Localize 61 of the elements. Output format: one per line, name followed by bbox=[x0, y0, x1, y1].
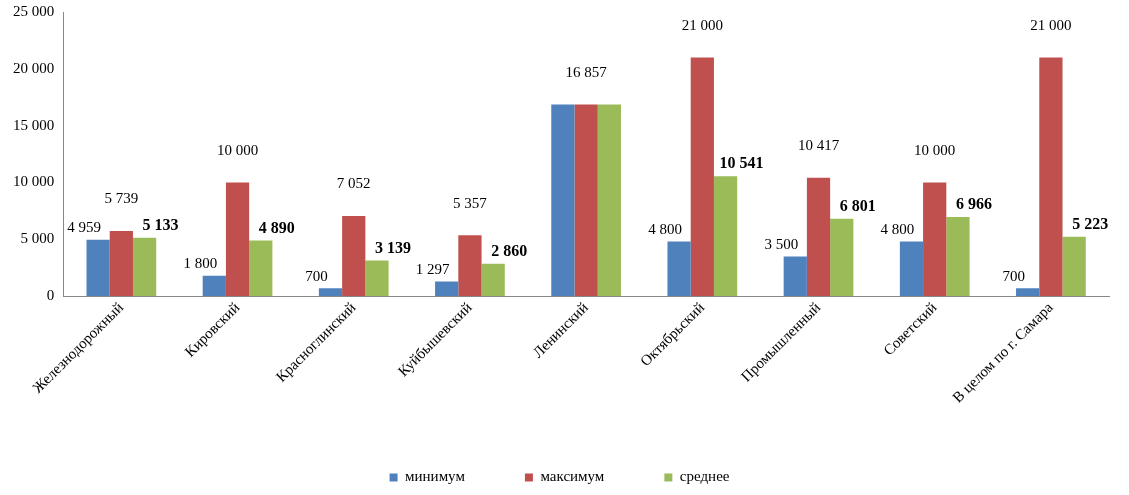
bar bbox=[667, 241, 691, 297]
bar bbox=[923, 182, 947, 297]
data-label: 4 800 bbox=[880, 221, 915, 238]
bar bbox=[806, 177, 831, 297]
data-label: 10 000 bbox=[216, 141, 259, 158]
y-tick-label: 15 000 bbox=[13, 116, 55, 133]
bar bbox=[899, 241, 924, 297]
data-label: 5 739 bbox=[104, 190, 139, 207]
y-tick-label: 0 bbox=[46, 287, 55, 304]
bar bbox=[1016, 288, 1040, 297]
data-label: 5 223 bbox=[1072, 214, 1109, 232]
bar bbox=[830, 218, 854, 297]
bar bbox=[249, 240, 273, 297]
bar bbox=[458, 235, 482, 297]
data-label: 700 bbox=[1002, 267, 1025, 284]
bar bbox=[713, 176, 738, 297]
bar bbox=[202, 275, 226, 297]
bar bbox=[946, 216, 970, 297]
data-label: 3 500 bbox=[764, 235, 799, 252]
data-label: 2 860 bbox=[491, 241, 528, 259]
y-tick-label: 5 000 bbox=[20, 230, 55, 247]
y-tick-label: 20 000 bbox=[13, 59, 55, 76]
bar bbox=[365, 260, 389, 297]
data-label: 4 890 bbox=[258, 218, 295, 236]
bar bbox=[690, 57, 714, 297]
legend-label: максимум bbox=[540, 468, 605, 485]
bar bbox=[551, 104, 575, 297]
data-label: 5 357 bbox=[453, 194, 488, 211]
legend-label: среднее bbox=[679, 468, 730, 485]
data-label: 7 052 bbox=[336, 175, 371, 192]
data-label: 1 800 bbox=[183, 255, 218, 272]
legend-label: минимум bbox=[405, 468, 466, 485]
data-label: 16 857 bbox=[565, 64, 608, 80]
data-label: 6 966 bbox=[955, 195, 992, 213]
data-label: 10 541 bbox=[719, 154, 764, 172]
y-tick-label: 10 000 bbox=[13, 173, 55, 190]
bar bbox=[318, 288, 343, 297]
bar bbox=[783, 256, 807, 297]
data-label: 4 959 bbox=[67, 219, 101, 236]
y-tick-label: 25 000 bbox=[13, 2, 55, 19]
bar bbox=[597, 104, 621, 297]
bar bbox=[435, 281, 459, 297]
bar bbox=[481, 263, 505, 297]
bar bbox=[574, 104, 598, 297]
data-label: 1 297 bbox=[415, 260, 451, 277]
bar bbox=[1039, 57, 1063, 297]
bar bbox=[225, 182, 250, 297]
data-label: 21 000 bbox=[681, 16, 723, 33]
data-label: 700 bbox=[305, 267, 328, 284]
bar bbox=[86, 239, 110, 297]
data-label: 10 000 bbox=[914, 141, 956, 158]
data-label: 10 417 bbox=[797, 137, 840, 154]
data-label: 4 800 bbox=[648, 221, 682, 238]
data-label: 3 139 bbox=[374, 238, 411, 256]
data-label: 5 133 bbox=[142, 215, 179, 233]
bar bbox=[132, 237, 157, 297]
bar bbox=[1062, 236, 1086, 297]
bar bbox=[109, 230, 133, 297]
data-label: 21 000 bbox=[1030, 16, 1072, 33]
data-label: 6 801 bbox=[839, 197, 876, 215]
bar bbox=[342, 216, 366, 297]
